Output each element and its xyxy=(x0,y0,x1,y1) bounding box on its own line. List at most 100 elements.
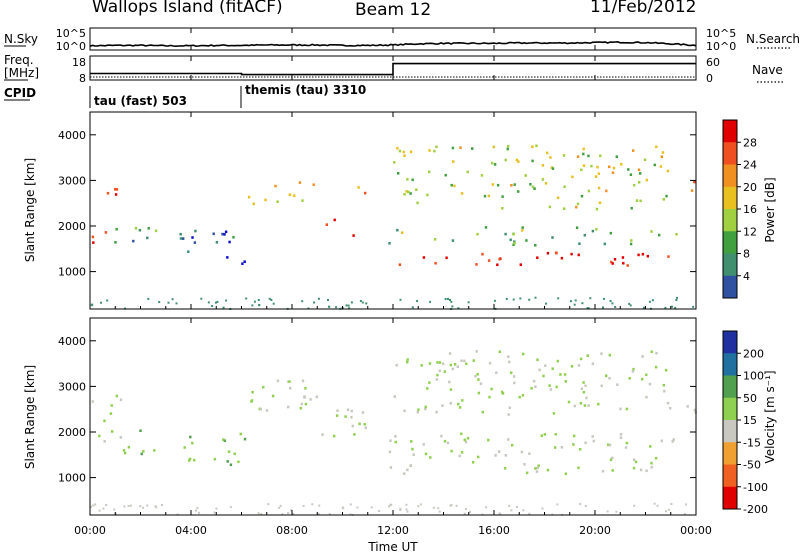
heatmap-cell xyxy=(393,161,396,164)
heatmap-cell xyxy=(500,390,504,394)
heatmap-cell xyxy=(541,507,544,510)
heatmap-cell xyxy=(615,155,618,158)
heatmap-cell xyxy=(119,436,122,439)
heatmap-cell xyxy=(341,507,344,510)
heatmap-cell xyxy=(237,460,240,464)
heatmap-cell xyxy=(608,165,611,169)
heatmap-cell xyxy=(464,508,467,510)
x-tick-label: 12:00 xyxy=(377,524,409,537)
heatmap-cell xyxy=(251,390,254,394)
heatmap-cell xyxy=(572,443,575,446)
heatmap-cell xyxy=(555,251,558,255)
heatmap-cell xyxy=(684,503,687,506)
colorbar-swatch xyxy=(723,209,737,232)
heatmap-cell xyxy=(551,367,554,370)
heatmap-cell xyxy=(138,228,142,232)
colorbar-swatch xyxy=(723,331,737,354)
heatmap-cell xyxy=(114,241,117,244)
freq-unit-label: [MHz] xyxy=(4,66,39,80)
heatmap-cell xyxy=(91,400,94,403)
heatmap-cell xyxy=(211,305,214,307)
heatmap-cell xyxy=(605,374,608,378)
heatmap-cell xyxy=(637,253,640,257)
heatmap-cell xyxy=(424,452,428,456)
heatmap-cell xyxy=(426,193,429,197)
nsearch-label: N.Search xyxy=(746,32,800,46)
heatmap-cell xyxy=(451,367,454,371)
heatmap-cell xyxy=(609,231,612,235)
x-tick-label: 08:00 xyxy=(276,524,308,537)
heatmap-cell xyxy=(287,405,290,409)
heatmap-cell xyxy=(115,227,118,231)
colorbar-swatch xyxy=(723,275,737,299)
heatmap-cell xyxy=(629,304,632,307)
heatmap-cell xyxy=(477,391,481,395)
heatmap-cell xyxy=(653,163,656,167)
heatmap-cell xyxy=(422,443,425,446)
heatmap-cell xyxy=(493,299,496,302)
heatmap-cell xyxy=(600,352,603,355)
x-tick-label: 04:00 xyxy=(175,524,207,537)
heatmap-cell xyxy=(474,374,477,378)
heatmap-cell xyxy=(109,412,113,415)
heatmap-cell xyxy=(457,402,460,406)
heatmap-cell xyxy=(574,299,577,302)
heatmap-cell xyxy=(645,395,648,399)
heatmap-cell xyxy=(582,381,585,384)
heatmap-cell xyxy=(467,301,470,304)
heatmap-cell xyxy=(419,503,422,506)
heatmap-cell xyxy=(301,379,305,383)
heatmap-cell xyxy=(665,194,668,198)
heatmap-cell xyxy=(541,164,545,167)
heatmap-cell xyxy=(317,297,320,300)
heatmap-cell xyxy=(270,299,273,301)
heatmap-cell xyxy=(328,305,331,308)
heatmap-cell xyxy=(533,187,536,190)
heatmap-cell xyxy=(646,254,649,258)
y-tick-label: 4000 xyxy=(58,129,86,142)
colorbar-tick-label: -200 xyxy=(743,503,768,516)
heatmap-cell xyxy=(584,505,587,507)
heatmap-cell xyxy=(253,300,256,303)
heatmap-cell xyxy=(648,300,651,303)
heatmap-cell xyxy=(575,205,578,209)
heatmap-cell xyxy=(469,510,471,513)
heatmap-cell xyxy=(512,298,515,301)
velocity-colorbar: 200 100 50 15 -15 -50 -100 -200 xyxy=(722,330,768,516)
heatmap-cell xyxy=(361,301,364,304)
heatmap-cell xyxy=(410,440,413,443)
heatmap-cell xyxy=(625,441,629,445)
heatmap-cell xyxy=(612,166,616,170)
heatmap-cell xyxy=(437,507,440,510)
heatmap-cell xyxy=(194,229,197,233)
heatmap-cell xyxy=(359,300,362,302)
time-axis-label: Time UT xyxy=(367,540,418,554)
heatmap-cell xyxy=(563,373,567,376)
colorbar-tick-label: 20 xyxy=(743,181,757,194)
heatmap-cell xyxy=(406,360,409,364)
heatmap-cell xyxy=(228,240,231,244)
heatmap-cell xyxy=(624,446,628,449)
heatmap-cell xyxy=(528,452,531,455)
heatmap-cell xyxy=(549,156,552,159)
heatmap-cell xyxy=(607,443,610,447)
heatmap-cell xyxy=(435,145,438,149)
colorbar-tick-label: 24 xyxy=(743,159,757,172)
heatmap-cell xyxy=(378,510,381,512)
heatmap-cell xyxy=(552,412,556,415)
heatmap-cell xyxy=(272,302,275,305)
heatmap-cell xyxy=(590,164,593,168)
heatmap-cell xyxy=(105,504,108,506)
heatmap-cell xyxy=(407,190,410,194)
heatmap-cell xyxy=(450,449,453,453)
y-tick-label: 1000 xyxy=(58,266,86,279)
heatmap-cell xyxy=(522,352,525,356)
colorbar-tick-label: -50 xyxy=(743,459,761,472)
heatmap-cell xyxy=(406,510,409,513)
heatmap-cell xyxy=(182,237,185,240)
heatmap-cell xyxy=(388,242,391,245)
heatmap-cell xyxy=(501,392,505,395)
heatmap-cell xyxy=(560,446,564,449)
power-panel-frame xyxy=(89,111,697,310)
x-tick-label: 20:00 xyxy=(579,524,611,537)
